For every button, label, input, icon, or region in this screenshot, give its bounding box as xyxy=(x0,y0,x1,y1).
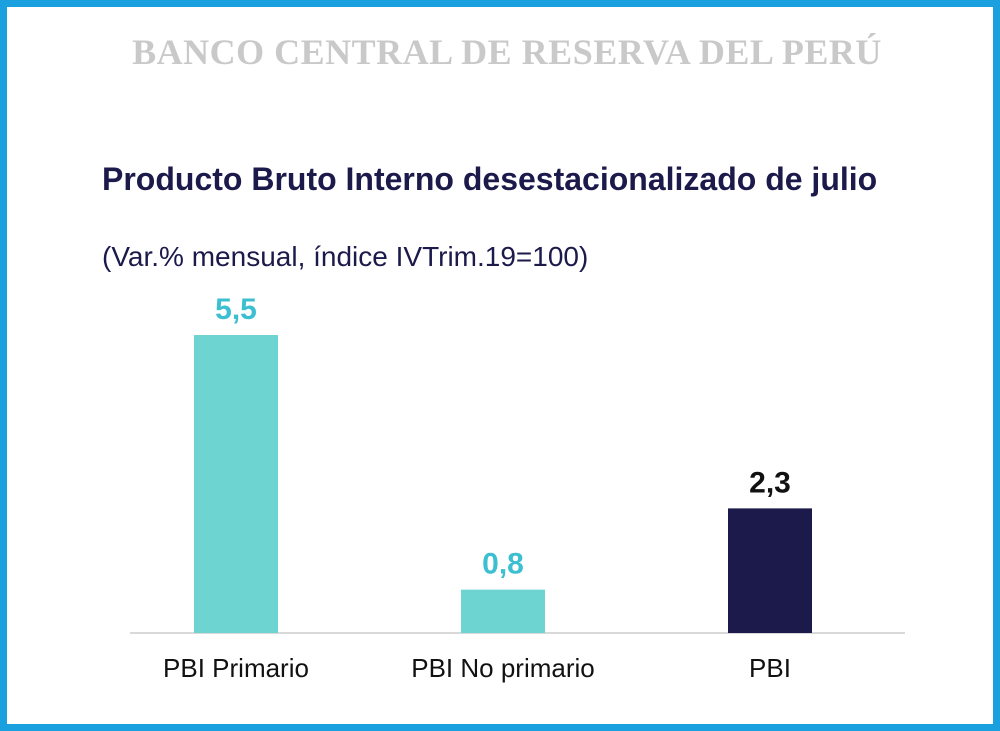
chart-subtitle: (Var.% mensual, índice IVTrim.19=100) xyxy=(102,241,589,272)
bar-1 xyxy=(194,335,278,633)
bar-3 xyxy=(728,508,812,633)
value-label-3: 2,3 xyxy=(749,466,791,499)
bar-2 xyxy=(461,589,545,633)
value-label-2: 0,8 xyxy=(482,548,524,581)
category-label-1: PBI Primario xyxy=(163,653,309,683)
category-label-3: PBI xyxy=(749,653,791,683)
category-label-2: PBI No primario xyxy=(411,653,595,683)
bank-header: BANCO CENTRAL DE RESERVA DEL PERÚ xyxy=(132,32,882,72)
chart-title: Producto Bruto Interno desestacionalizad… xyxy=(102,161,878,197)
value-label-1: 5,5 xyxy=(215,293,257,326)
